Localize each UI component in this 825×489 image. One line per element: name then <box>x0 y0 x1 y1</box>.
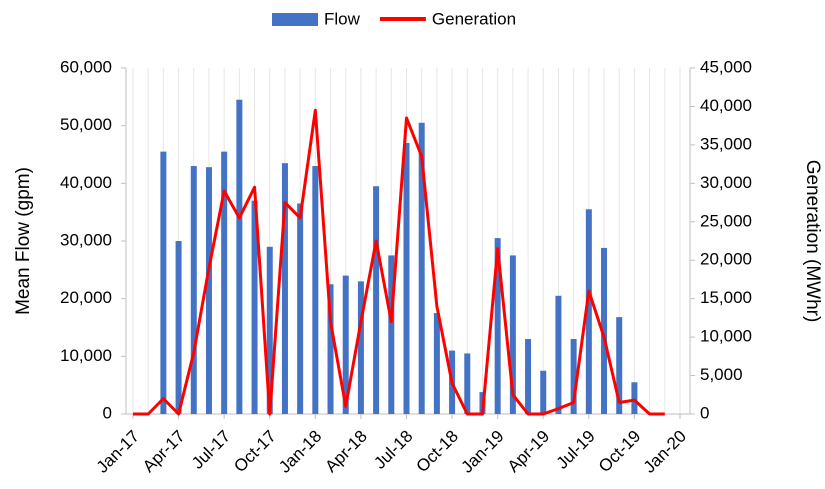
bar <box>342 275 349 414</box>
bar <box>464 353 471 414</box>
bar <box>373 186 380 414</box>
bar <box>433 313 440 414</box>
y2-tick-label: 5,000 <box>700 365 743 384</box>
y2-tick-label: 15,000 <box>700 288 752 307</box>
bar <box>418 122 425 415</box>
legend-label: Generation <box>432 9 516 28</box>
y2-tick-label: 10,000 <box>700 327 752 346</box>
y2-tick-label: 45,000 <box>700 57 752 76</box>
bar <box>494 238 501 414</box>
bar <box>616 317 623 414</box>
y-tick-label: 30,000 <box>60 230 112 249</box>
bar <box>403 142 410 414</box>
bar <box>175 241 182 414</box>
bar <box>525 339 532 414</box>
x-tick-label: Oct-17 <box>230 427 280 477</box>
legend-label: Flow <box>324 9 361 28</box>
bar <box>570 339 577 414</box>
x-tick-label: Jan-17 <box>93 427 143 477</box>
bar <box>251 200 258 414</box>
bar <box>585 209 592 414</box>
y-tick-label: 60,000 <box>60 57 112 76</box>
y2-tick-label: 30,000 <box>700 173 752 192</box>
y-axis-title: Mean Flow (gpm) <box>13 167 34 315</box>
bar <box>555 295 562 414</box>
line <box>133 108 665 416</box>
y2-tick-label: 35,000 <box>700 134 752 153</box>
x-tick-label: Jan-18 <box>275 427 325 477</box>
y2-axis-title: Generation (MWhr) <box>802 160 823 323</box>
x-tick-label: Jul-19 <box>553 427 599 473</box>
y-tick-label: 40,000 <box>60 173 112 192</box>
y-tick-label: 20,000 <box>60 288 112 307</box>
y2-tick-label: 25,000 <box>700 211 752 230</box>
y-tick-label: 0 <box>103 403 112 422</box>
bar <box>281 163 288 414</box>
bar <box>190 166 197 414</box>
bar <box>297 203 304 414</box>
bar <box>540 370 547 414</box>
bar <box>312 166 319 414</box>
y2-tick-label: 40,000 <box>700 96 752 115</box>
bar <box>357 281 364 414</box>
bar <box>631 382 638 414</box>
bar <box>266 246 273 414</box>
y2-tick-label: 20,000 <box>700 250 752 269</box>
bar <box>601 247 608 414</box>
legend-swatch <box>272 13 318 26</box>
bar <box>160 151 167 414</box>
x-tick-label: Oct-18 <box>413 427 463 477</box>
x-tick-label: Jan-20 <box>640 427 690 477</box>
x-tick-label: Jan-19 <box>457 427 507 477</box>
x-tick-label: Jul-18 <box>370 427 416 473</box>
x-tick-label: Apr-19 <box>504 427 554 477</box>
bar <box>236 99 243 414</box>
bar <box>221 151 228 414</box>
x-tick-label: Oct-19 <box>595 427 645 477</box>
bar <box>388 255 395 414</box>
y-tick-label: 10,000 <box>60 346 112 365</box>
bar <box>327 284 334 414</box>
y-tick-label: 50,000 <box>60 115 112 134</box>
bar <box>205 167 212 414</box>
x-tick-label: Jul-17 <box>188 427 234 473</box>
bar <box>509 255 516 414</box>
x-tick-label: Apr-18 <box>321 427 371 477</box>
y2-tick-label: 0 <box>700 403 709 422</box>
x-tick-label: Apr-17 <box>139 427 189 477</box>
